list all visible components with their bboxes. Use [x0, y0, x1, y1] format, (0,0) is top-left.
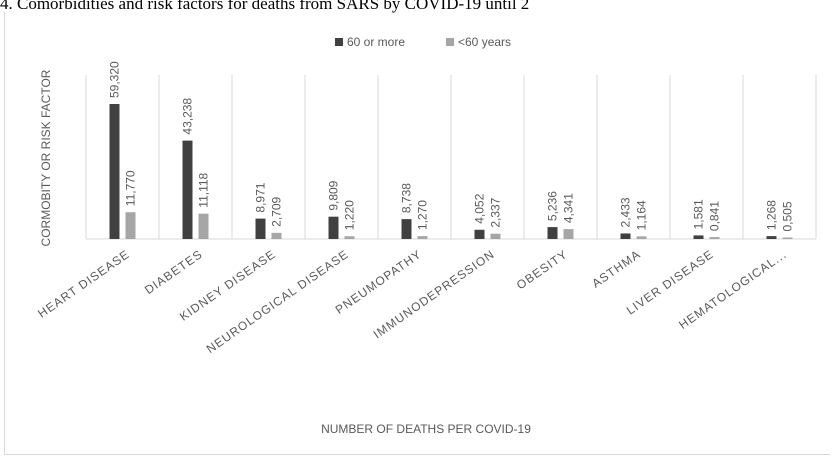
bar-under-60-9 [782, 237, 793, 239]
legend-swatch-60-or-more [335, 38, 343, 46]
legend: 60 or more <60 years [335, 35, 511, 49]
value-label-under-60-4: 1,270 [416, 200, 430, 230]
legend-swatch-under-60 [446, 38, 454, 46]
bar-under-60-2 [271, 232, 282, 239]
value-label-under-60-7: 1,164 [635, 200, 649, 230]
bar-under-60-5 [490, 233, 501, 239]
value-label-under-60-6: 4,341 [562, 193, 576, 223]
value-label-under-60-9: 0,505 [781, 201, 795, 231]
bar-60-or-more-4 [401, 219, 412, 239]
bar-60-or-more-8 [693, 235, 704, 239]
bar-under-60-0 [125, 212, 136, 239]
category-label-3: NEUROLOGICAL DISEASE [204, 247, 352, 356]
bar-60-or-more-9 [766, 236, 777, 239]
bar-60-or-more-7 [620, 233, 631, 239]
legend-label-60-or-more: 60 or more [347, 35, 405, 49]
bar-60-or-more-2 [255, 218, 266, 239]
category-label-5: IMMUNODEPRESSION [371, 247, 498, 341]
value-label-60-or-more-1: 43,238 [181, 98, 195, 135]
value-label-60-or-more-5: 4,052 [473, 193, 487, 223]
bar-under-60-8 [709, 237, 720, 239]
bar-under-60-3 [344, 236, 355, 239]
value-label-under-60-1: 11,118 [197, 172, 211, 207]
value-label-60-or-more-2: 8,971 [254, 182, 268, 212]
value-label-under-60-2: 2,709 [270, 196, 284, 226]
value-label-60-or-more-6: 5,236 [546, 191, 560, 221]
category-label-6: OBESITY [514, 247, 570, 292]
category-separators [85, 75, 817, 239]
bar-60-or-more-6 [547, 227, 558, 239]
value-label-under-60-8: 0,841 [708, 201, 722, 231]
y-axis-title: CORMOBITY OR RISK FACTOR [39, 69, 53, 246]
category-label-7: ASTHMA [589, 247, 643, 291]
bar-60-or-more-1 [182, 140, 193, 239]
bars [109, 104, 793, 239]
value-label-60-or-more-4: 8,738 [400, 183, 414, 213]
x-axis-title: NUMBER OF DEATHS PER COVID-19 [321, 422, 531, 436]
value-label-60-or-more-7: 2,433 [619, 197, 633, 227]
chart-frame [4, 12, 830, 455]
bar-under-60-7 [636, 236, 647, 239]
bar-under-60-1 [198, 213, 209, 239]
value-label-under-60-3: 1,220 [343, 200, 357, 230]
figure-caption: 4. Comorbidities and risk factors for de… [0, 0, 530, 13]
value-label-60-or-more-0: 59,320 [108, 61, 122, 98]
value-label-60-or-more-3: 9,809 [327, 180, 341, 210]
value-label-60-or-more-9: 1,268 [765, 200, 779, 230]
value-label-under-60-0: 11,770 [124, 170, 138, 206]
bar-60-or-more-0 [109, 104, 120, 239]
category-label-0: HEART DISEASE [35, 247, 132, 321]
value-label-60-or-more-8: 1,581 [692, 199, 706, 229]
legend-label-under-60: <60 years [458, 35, 511, 49]
bar-60-or-more-5 [474, 229, 485, 239]
bar-60-or-more-3 [328, 216, 339, 239]
bar-under-60-4 [417, 236, 428, 239]
category-label-1: DIABETES [142, 247, 205, 297]
value-label-under-60-5: 2,337 [489, 197, 503, 227]
bar-under-60-6 [563, 229, 574, 239]
